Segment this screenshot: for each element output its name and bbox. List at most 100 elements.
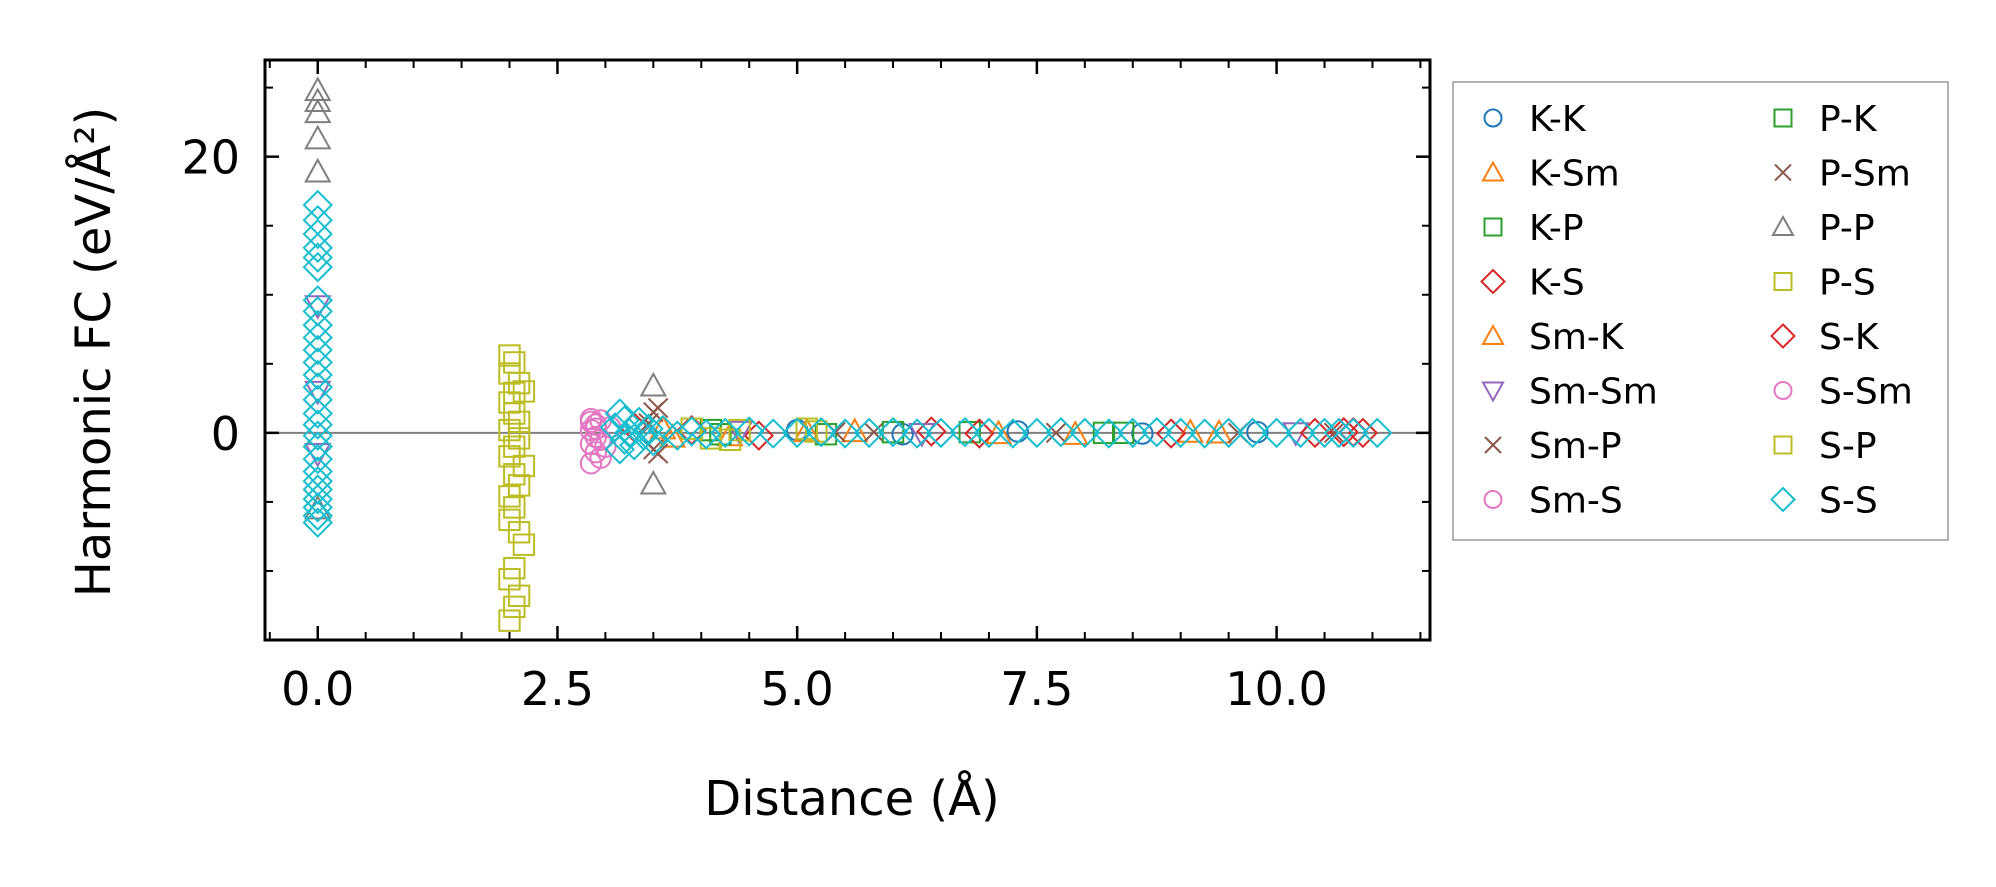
legend-label: K-P	[1529, 208, 1584, 249]
point-s-s-48	[853, 417, 885, 449]
legend-marker-k-sm	[1481, 160, 1505, 182]
legend-label: K-S	[1529, 263, 1585, 304]
point-p-s-25	[498, 609, 521, 632]
point-s-s-45	[781, 417, 813, 449]
legend-label: P-P	[1819, 208, 1875, 249]
point-s-s-55	[1021, 417, 1053, 449]
point-s-s-18	[302, 431, 333, 462]
legend-marker-k-s	[1480, 268, 1506, 295]
point-s-s-17	[302, 420, 333, 451]
point-s-s-15	[302, 398, 333, 429]
point-s-s-61	[1165, 417, 1196, 449]
point-s-s-52	[949, 416, 981, 448]
point-s-s-51	[925, 417, 957, 449]
point-s-sm-1	[589, 446, 612, 469]
point-p-sm-1	[647, 397, 669, 419]
point-sm-sm-3	[725, 420, 754, 446]
point-s-s-39	[662, 420, 693, 451]
point-s-s-5	[302, 251, 333, 283]
series-p-p	[304, 76, 668, 520]
point-s-s-6	[302, 285, 333, 316]
point-s-s-12	[302, 359, 333, 391]
point-k-s-2	[916, 416, 947, 447]
point-s-s-33	[604, 434, 635, 465]
point-s-s-36	[633, 413, 664, 444]
legend-marker-s-s	[1770, 486, 1796, 513]
point-p-p-1	[304, 87, 332, 113]
point-s-s-57	[1069, 417, 1101, 449]
point-s-s-24	[302, 492, 333, 523]
point-s-s-69	[1338, 417, 1369, 449]
point-s-s-8	[302, 309, 333, 341]
point-s-k-1	[964, 418, 995, 449]
point-p-p-3	[304, 124, 332, 150]
legend-label: S-K	[1819, 317, 1880, 358]
point-p-k-2	[1111, 421, 1135, 445]
point-p-s-0	[498, 344, 521, 367]
x-tick-label: 0.0	[281, 662, 354, 716]
series-p-s	[498, 344, 536, 632]
point-s-s-53	[973, 417, 1005, 449]
point-s-s-50	[901, 418, 933, 449]
point-s-s-3	[302, 232, 333, 264]
legend-marker-sm-p	[1484, 436, 1502, 454]
legend-marker-p-sm	[1774, 163, 1792, 182]
point-p-s-20	[512, 533, 536, 556]
series-s-s	[302, 189, 1393, 538]
legend-label: Sm-K	[1529, 317, 1625, 358]
point-s-s-54	[997, 418, 1029, 449]
point-s-s-59	[1117, 417, 1148, 449]
x-tick-label: 7.5	[1000, 662, 1073, 716]
legend-marker-s-sm	[1773, 381, 1793, 400]
y-axis-label: Harmonic FC (eV/Å²)	[65, 107, 122, 597]
point-s-sm-0	[584, 417, 608, 440]
point-p-p-2	[304, 98, 332, 124]
legend-marker-p-s	[1773, 272, 1793, 291]
point-k-sm-2	[840, 417, 869, 443]
point-s-s-67	[1309, 417, 1340, 449]
point-s-s-68	[1323, 417, 1355, 449]
legend-label: P-Sm	[1819, 154, 1911, 195]
legend-marker-s-p	[1773, 435, 1793, 455]
x-tick-label: 2.5	[521, 662, 594, 716]
marks-layer	[265, 76, 1430, 632]
legend-marker-sm-sm	[1481, 381, 1505, 403]
y-tick-label: 20	[181, 131, 240, 185]
legend-label: S-Sm	[1819, 372, 1913, 413]
point-k-sm-3	[1061, 420, 1089, 445]
point-s-s-60	[1141, 416, 1172, 448]
point-s-s-46	[805, 416, 837, 448]
legend-marker-sm-s	[1483, 490, 1503, 509]
point-s-s-28	[609, 405, 640, 436]
point-s-s-31	[609, 424, 640, 455]
legend-label: P-S	[1819, 263, 1876, 304]
point-k-sm-4	[1176, 418, 1204, 443]
x-tick-label: 10.0	[1225, 662, 1327, 716]
legend-marker-sm-k	[1481, 323, 1505, 345]
legend-marker-p-k	[1773, 108, 1793, 128]
point-s-s-4	[302, 242, 333, 273]
point-sm-k-3	[1205, 418, 1233, 444]
point-p-p-6	[639, 469, 668, 495]
point-s-p-1	[699, 427, 723, 450]
point-p-s-6	[512, 380, 536, 403]
point-sm-p-4	[1045, 422, 1067, 444]
point-s-s-14	[302, 384, 333, 415]
point-s-s-56	[1045, 416, 1077, 448]
legend-label: P-K	[1819, 99, 1878, 140]
point-s-s-47	[829, 418, 861, 449]
point-k-s-3	[1155, 418, 1187, 449]
point-p-s-17	[503, 496, 526, 519]
point-s-s-44	[757, 418, 789, 449]
legend: K-K K-Sm K-P K-S Sm-K Sm-Sm Sm-P Sm-S P-K P-Sm P-P…	[1452, 81, 1949, 541]
point-s-s-9	[302, 322, 333, 353]
point-s-s-25	[302, 500, 333, 531]
point-s-s-26	[302, 507, 333, 538]
point-s-s-70	[1362, 417, 1393, 449]
plot-frame	[263, 58, 1432, 642]
point-s-k-2	[1299, 417, 1331, 449]
series-k-sm	[649, 414, 1204, 447]
axes-layer: 0.0 2.5 5.0 7.5 10.0 0 20	[181, 58, 1432, 716]
point-s-s-34	[623, 406, 655, 438]
point-p-s-7	[503, 402, 526, 425]
